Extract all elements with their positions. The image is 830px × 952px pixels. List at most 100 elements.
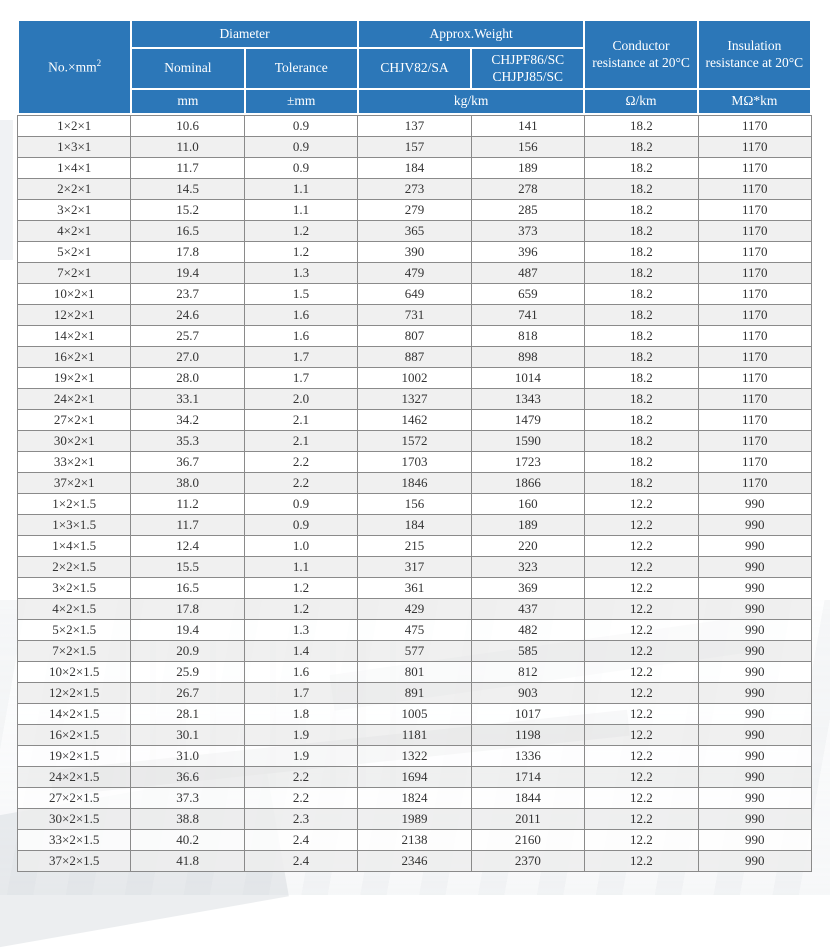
table-cell: 1.6 [243, 304, 359, 326]
table-cell: 33×2×1 [16, 451, 132, 473]
table-cell: 18.2 [584, 304, 699, 326]
table-cell: 1005 [357, 703, 472, 725]
table-cell: 19×2×1.5 [16, 745, 132, 767]
table-row: 7×2×1.5 20.9 1.4 577 585 12.2 990 [16, 640, 813, 662]
table-cell: 11.2 [130, 493, 245, 515]
table-cell: 801 [357, 661, 472, 683]
table-cell: 990 [697, 577, 813, 599]
table-cell: 437 [470, 598, 586, 620]
col-header-nominal: Nominal [130, 47, 246, 90]
table-cell: 14×2×1 [16, 325, 132, 347]
table-cell: 184 [357, 157, 472, 179]
table-row: 1×2×1.5 11.2 0.9 156 160 12.2 990 [16, 493, 813, 515]
table-cell: 1.3 [243, 619, 359, 641]
table-cell: 1198 [470, 724, 586, 746]
table-cell: 475 [357, 619, 472, 641]
table-cell: 12.4 [130, 535, 245, 557]
table-body: 1×2×1 10.6 0.9 137 141 18.2 1170 1×3×1 11.0 0.9 15… [16, 115, 813, 872]
table-cell: 2.2 [243, 451, 359, 473]
table-cell: 34.2 [130, 409, 245, 431]
table-cell: 18.2 [584, 409, 699, 431]
table-cell: 1.9 [243, 745, 359, 767]
table-cell: 25.9 [130, 661, 245, 683]
col-header-size: No.×mm2 [16, 19, 133, 115]
col-header-chjpf86: CHJPF86/SC CHJPJ85/SC [470, 47, 586, 90]
table-cell: 37×2×1 [16, 472, 132, 494]
table-cell: 10.6 [130, 115, 245, 137]
table-cell: 157 [357, 136, 472, 158]
table-cell: 990 [697, 619, 813, 641]
table-cell: 1844 [470, 787, 586, 809]
table-cell: 1.1 [243, 556, 359, 578]
table-cell: 2346 [357, 850, 472, 872]
table-cell: 26.7 [130, 682, 245, 704]
col-header-chjv82: CHJV82/SA [356, 47, 473, 90]
cable-spec-table: No.×mm2 Diameter Approx.Weight Conductor… [16, 19, 813, 872]
table-cell: 585 [470, 640, 586, 662]
table-cell: 11.7 [130, 157, 245, 179]
table-cell: 18.2 [584, 325, 699, 347]
table-cell: 1014 [470, 367, 586, 389]
table-cell: 2×2×1 [16, 178, 132, 200]
table-cell: 14×2×1.5 [16, 703, 132, 725]
table-cell: 990 [697, 682, 813, 704]
table-cell: 40.2 [130, 829, 245, 851]
table-row: 30×2×1.5 38.8 2.3 1989 2011 12.2 990 [16, 808, 813, 830]
table-cell: 1×4×1 [16, 157, 132, 179]
table-cell: 1170 [697, 472, 813, 494]
table-cell: 16.5 [130, 577, 245, 599]
table-cell: 278 [470, 178, 586, 200]
table-cell: 1170 [697, 199, 813, 221]
table-cell: 14.5 [130, 178, 245, 200]
table-cell: 577 [357, 640, 472, 662]
col-header-insulation-resistance: Insulation resistance at 20°C [696, 19, 813, 90]
table-row: 14×2×1.5 28.1 1.8 1005 1017 12.2 990 [16, 703, 813, 725]
table-cell: 1723 [470, 451, 586, 473]
table-cell: 891 [357, 682, 472, 704]
table-cell: 23.7 [130, 283, 245, 305]
table-cell: 18.2 [584, 115, 699, 137]
table-body-table: 1×2×1 10.6 0.9 137 141 18.2 1170 1×3×1 11.0 0.9 15… [16, 115, 813, 872]
col-group-diameter: Diameter [130, 19, 359, 49]
table-cell: 156 [357, 493, 472, 515]
table-cell: 649 [357, 283, 472, 305]
table-cell: 12×2×1.5 [16, 682, 132, 704]
table-row: 3×2×1 15.2 1.1 279 285 18.2 1170 [16, 199, 813, 221]
table-cell: 1170 [697, 241, 813, 263]
table-row: 19×2×1 28.0 1.7 1002 1014 18.2 1170 [16, 367, 813, 389]
table-cell: 12.2 [584, 493, 699, 515]
table-cell: 27.0 [130, 346, 245, 368]
table-cell: 12.2 [584, 577, 699, 599]
table-cell: 12.2 [584, 514, 699, 536]
table-cell: 12×2×1 [16, 304, 132, 326]
table-row: 5×2×1 17.8 1.2 390 396 18.2 1170 [16, 241, 813, 263]
table-cell: 390 [357, 241, 472, 263]
table-cell: 41.8 [130, 850, 245, 872]
table-row: 33×2×1.5 40.2 2.4 2138 2160 12.2 990 [16, 829, 813, 851]
table-row: 1×4×1.5 12.4 1.0 215 220 12.2 990 [16, 535, 813, 557]
table-cell: 659 [470, 283, 586, 305]
table-cell: 898 [470, 346, 586, 368]
table-cell: 369 [470, 577, 586, 599]
table-cell: 1181 [357, 724, 472, 746]
table-cell: 184 [357, 514, 472, 536]
table-cell: 1170 [697, 136, 813, 158]
table-cell: 37.3 [130, 787, 245, 809]
table-cell: 28.0 [130, 367, 245, 389]
table-cell: 1846 [357, 472, 472, 494]
table-cell: 12.2 [584, 661, 699, 683]
table-cell: 479 [357, 262, 472, 284]
table-cell: 1703 [357, 451, 472, 473]
table-cell: 1.6 [243, 325, 359, 347]
table-cell: 1170 [697, 283, 813, 305]
unit-kg-km: kg/km [356, 88, 586, 115]
col-header-conductor-resistance: Conductor resistance at 20°C [583, 19, 699, 90]
table-cell: 1.7 [243, 682, 359, 704]
table-cell: 2.2 [243, 472, 359, 494]
table-cell: 12.2 [584, 682, 699, 704]
table-cell: 35.3 [130, 430, 245, 452]
table-cell: 3×2×1 [16, 199, 132, 221]
table-cell: 990 [697, 514, 813, 536]
table-cell: 1×3×1.5 [16, 514, 132, 536]
table-cell: 18.2 [584, 220, 699, 242]
